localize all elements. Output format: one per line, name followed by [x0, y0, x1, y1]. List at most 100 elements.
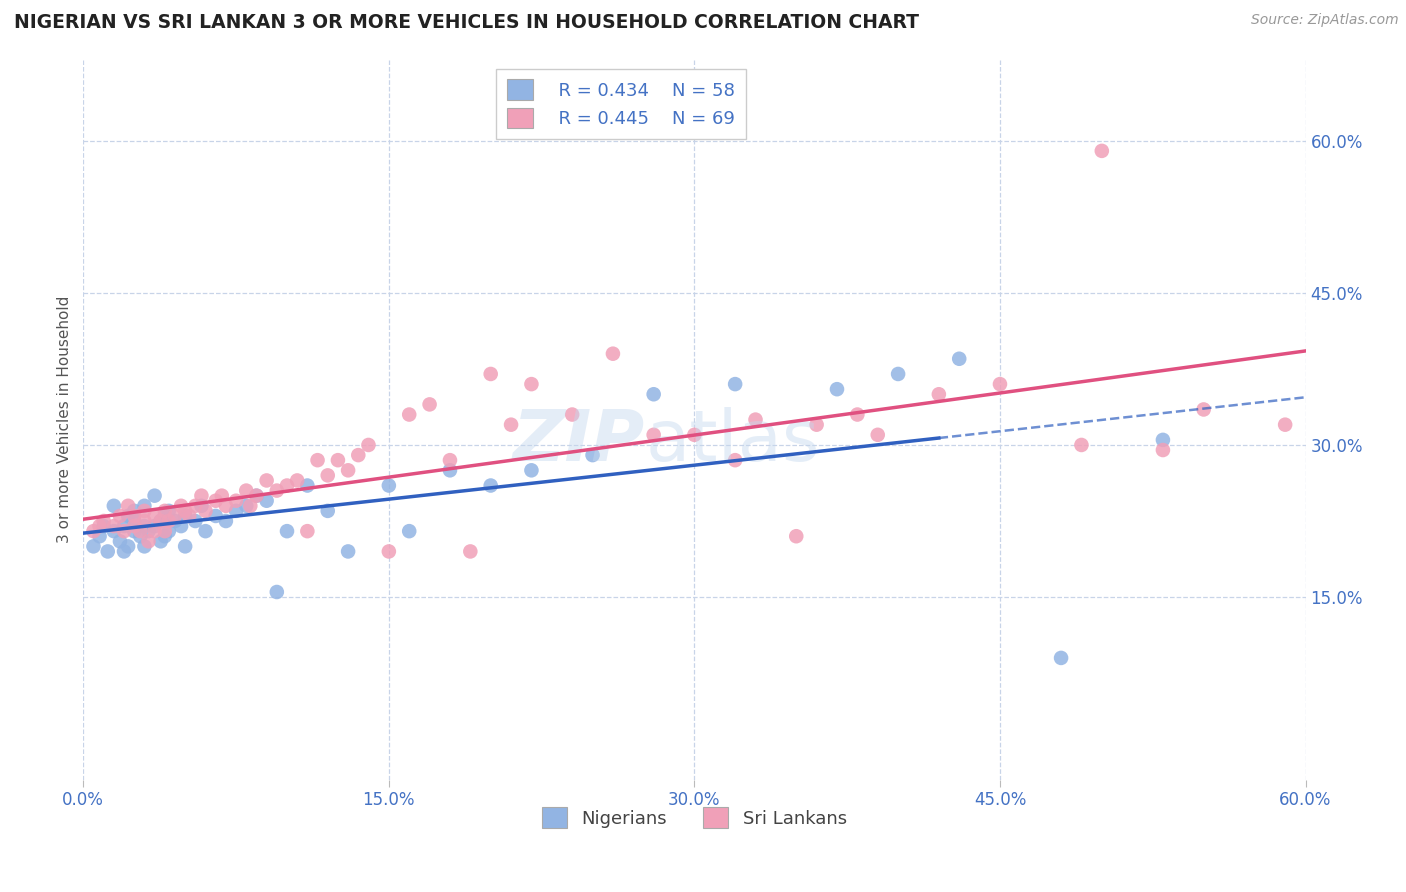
Point: [143, 519, 166, 533]
Point: [866, 427, 889, 442]
Point: [326, 453, 349, 467]
Point: [194, 524, 217, 538]
Point: [122, 504, 145, 518]
Point: [143, 524, 166, 538]
Point: [122, 519, 145, 533]
Point: [276, 524, 298, 538]
Point: [266, 585, 288, 599]
Text: atlas: atlas: [645, 407, 820, 475]
Point: [170, 519, 193, 533]
Point: [143, 508, 166, 523]
Point: [184, 499, 207, 513]
Point: [499, 417, 522, 432]
Point: [347, 448, 370, 462]
Point: [112, 519, 135, 533]
Point: [134, 499, 156, 513]
Point: [103, 499, 125, 513]
Point: [149, 514, 172, 528]
Point: [1192, 402, 1215, 417]
Point: [643, 387, 665, 401]
Point: [211, 489, 233, 503]
Point: [337, 463, 360, 477]
Point: [138, 524, 160, 538]
Point: [225, 504, 247, 518]
Point: [928, 387, 950, 401]
Point: [134, 514, 156, 528]
Point: [887, 367, 910, 381]
Point: [988, 377, 1011, 392]
Point: [134, 504, 156, 518]
Point: [256, 493, 278, 508]
Point: [724, 377, 747, 392]
Point: [215, 499, 238, 513]
Point: [153, 508, 176, 523]
Point: [93, 519, 115, 533]
Point: [806, 417, 828, 432]
Point: [683, 427, 706, 442]
Point: [112, 524, 135, 538]
Point: [643, 427, 665, 442]
Point: [174, 508, 197, 523]
Point: [82, 540, 104, 554]
Point: [122, 524, 145, 538]
Point: [82, 524, 104, 538]
Point: [129, 524, 152, 538]
Point: [235, 499, 257, 513]
Point: [460, 544, 482, 558]
Point: [602, 347, 624, 361]
Point: [297, 524, 319, 538]
Point: [1152, 433, 1174, 447]
Point: [439, 453, 461, 467]
Point: [225, 493, 247, 508]
Point: [170, 499, 193, 513]
Point: [479, 367, 502, 381]
Point: [108, 534, 131, 549]
Point: [785, 529, 807, 543]
Point: [103, 519, 125, 533]
Point: [724, 453, 747, 467]
Point: [194, 504, 217, 518]
Point: [357, 438, 380, 452]
Point: [245, 489, 267, 503]
Point: [190, 499, 212, 513]
Point: [157, 514, 180, 528]
Point: [93, 514, 115, 528]
Point: [103, 524, 125, 538]
Text: NIGERIAN VS SRI LANKAN 3 OR MORE VEHICLES IN HOUSEHOLD CORRELATION CHART: NIGERIAN VS SRI LANKAN 3 OR MORE VEHICLE…: [14, 13, 920, 32]
Point: [1091, 144, 1114, 158]
Point: [520, 377, 543, 392]
Point: [117, 508, 139, 523]
Point: [215, 514, 238, 528]
Point: [316, 504, 339, 518]
Point: [266, 483, 288, 498]
Point: [307, 453, 329, 467]
Point: [163, 514, 186, 528]
Point: [235, 483, 257, 498]
Point: [143, 489, 166, 503]
Point: [122, 508, 145, 523]
Point: [825, 382, 848, 396]
Point: [276, 478, 298, 492]
Point: [846, 408, 869, 422]
Point: [163, 508, 186, 523]
Legend: Nigerians, Sri Lankans: Nigerians, Sri Lankans: [534, 800, 855, 836]
Point: [117, 499, 139, 513]
Point: [439, 463, 461, 477]
Point: [179, 508, 201, 523]
Point: [316, 468, 339, 483]
Point: [153, 529, 176, 543]
Point: [157, 524, 180, 538]
Point: [149, 514, 172, 528]
Point: [479, 478, 502, 492]
Point: [184, 514, 207, 528]
Point: [204, 508, 226, 523]
Point: [204, 493, 226, 508]
Point: [1050, 651, 1073, 665]
Point: [149, 534, 172, 549]
Point: [744, 412, 766, 426]
Point: [174, 540, 197, 554]
Point: [134, 519, 156, 533]
Point: [378, 544, 401, 558]
Point: [419, 397, 441, 411]
Point: [285, 474, 308, 488]
